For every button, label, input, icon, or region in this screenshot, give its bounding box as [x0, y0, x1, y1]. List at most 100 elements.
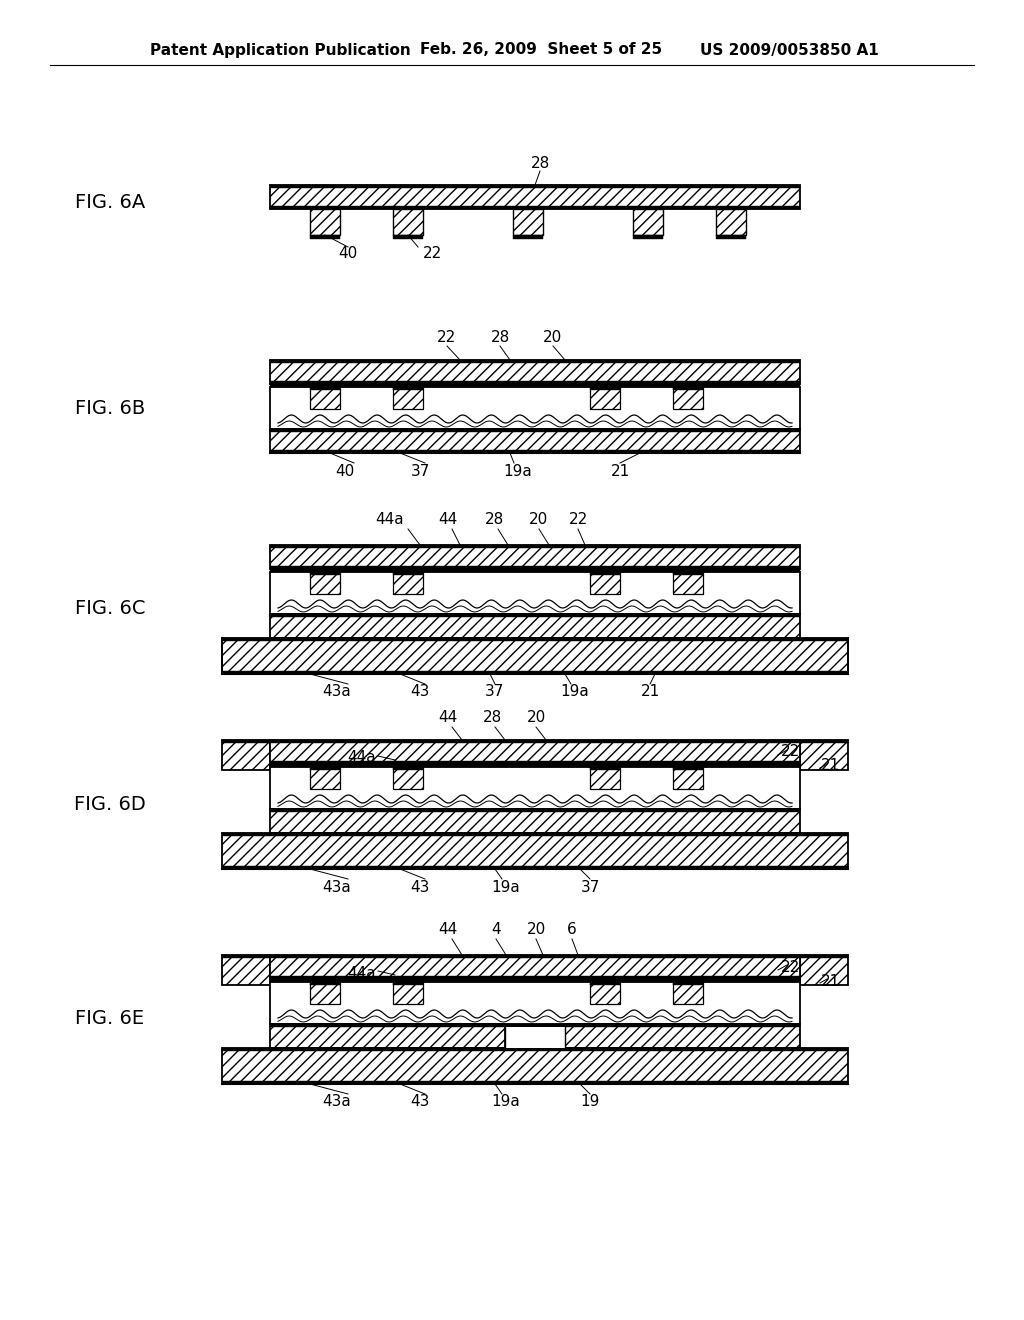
Bar [393, 572, 423, 594]
Bar [270, 764, 800, 767]
Text: 40: 40 [338, 246, 357, 260]
Bar [565, 1024, 800, 1048]
Bar [222, 954, 270, 958]
Bar [310, 235, 340, 239]
Bar [270, 979, 800, 982]
Bar [310, 982, 340, 985]
Text: 21: 21 [610, 463, 630, 479]
Bar [222, 741, 270, 743]
Bar [673, 767, 703, 789]
Text: 21: 21 [820, 974, 840, 989]
Bar [270, 767, 800, 809]
Bar [270, 384, 800, 387]
Text: 37: 37 [581, 879, 600, 895]
Bar [222, 833, 848, 836]
Bar [270, 741, 800, 743]
Bar [800, 954, 848, 958]
Bar [310, 767, 340, 770]
Bar [270, 975, 800, 979]
Bar [590, 767, 620, 770]
Bar [270, 545, 800, 569]
Bar [270, 381, 800, 384]
Bar [270, 809, 800, 833]
Bar [270, 954, 800, 979]
Bar [633, 235, 663, 239]
Bar [222, 1048, 848, 1084]
Text: 43: 43 [411, 685, 430, 700]
Text: 37: 37 [411, 463, 430, 479]
Text: 22: 22 [780, 960, 800, 974]
Bar [310, 387, 340, 389]
Text: 43: 43 [411, 879, 430, 895]
Text: 22: 22 [780, 744, 800, 759]
Bar [270, 1024, 505, 1048]
Text: 19a: 19a [492, 1094, 520, 1110]
Bar [310, 572, 340, 594]
Text: 19a: 19a [504, 463, 532, 479]
Bar [513, 235, 543, 239]
Bar [673, 982, 703, 1005]
Bar [222, 954, 270, 985]
Bar [222, 1048, 848, 1051]
Bar [270, 569, 800, 572]
Bar [310, 387, 340, 409]
Bar [310, 982, 340, 1005]
Text: 21: 21 [640, 685, 659, 700]
Bar [222, 866, 848, 869]
Bar [590, 572, 620, 594]
Bar [673, 387, 703, 409]
Text: 4: 4 [492, 921, 501, 936]
Bar [590, 767, 620, 789]
Bar [270, 614, 800, 616]
Text: 44a: 44a [348, 965, 376, 981]
Bar [270, 809, 800, 812]
Bar [270, 429, 800, 432]
Bar [310, 572, 340, 576]
Bar [393, 387, 423, 389]
Bar [393, 767, 423, 770]
Text: 44: 44 [438, 511, 458, 527]
Bar [270, 741, 800, 764]
Bar [393, 982, 423, 985]
Bar [716, 235, 746, 239]
Text: 43: 43 [411, 1094, 430, 1110]
Bar [310, 767, 340, 789]
Bar [270, 982, 800, 1024]
Bar [505, 1027, 565, 1048]
Bar [800, 954, 848, 985]
Bar [222, 638, 848, 675]
Text: FIG. 6D: FIG. 6D [74, 795, 145, 813]
Text: Feb. 26, 2009  Sheet 5 of 25: Feb. 26, 2009 Sheet 5 of 25 [420, 42, 663, 58]
Text: 19a: 19a [492, 879, 520, 895]
Text: 20: 20 [526, 710, 546, 726]
Bar [222, 671, 848, 675]
Text: 43a: 43a [323, 1094, 351, 1110]
Text: 22: 22 [422, 246, 441, 260]
Bar [673, 767, 703, 770]
Bar [270, 762, 800, 764]
Bar [590, 387, 620, 409]
Bar [513, 209, 543, 235]
Bar [800, 741, 848, 743]
Text: FIG. 6A: FIG. 6A [75, 193, 145, 211]
Bar [673, 572, 703, 594]
Bar [393, 767, 423, 789]
Bar [222, 741, 270, 770]
Bar [393, 235, 423, 239]
Bar [270, 450, 800, 453]
Bar [590, 982, 620, 1005]
Text: 21: 21 [820, 759, 840, 774]
Text: 44a: 44a [376, 511, 404, 527]
Bar [222, 638, 848, 642]
Text: 19a: 19a [560, 685, 590, 700]
Text: 44: 44 [438, 921, 458, 936]
Text: 22: 22 [568, 511, 588, 527]
Bar [270, 360, 800, 384]
Text: US 2009/0053850 A1: US 2009/0053850 A1 [700, 42, 879, 58]
Text: 43a: 43a [323, 879, 351, 895]
Bar [310, 209, 340, 235]
Bar [633, 209, 663, 235]
Text: Patent Application Publication: Patent Application Publication [150, 42, 411, 58]
Text: 44: 44 [438, 710, 458, 726]
Text: 40: 40 [336, 463, 354, 479]
